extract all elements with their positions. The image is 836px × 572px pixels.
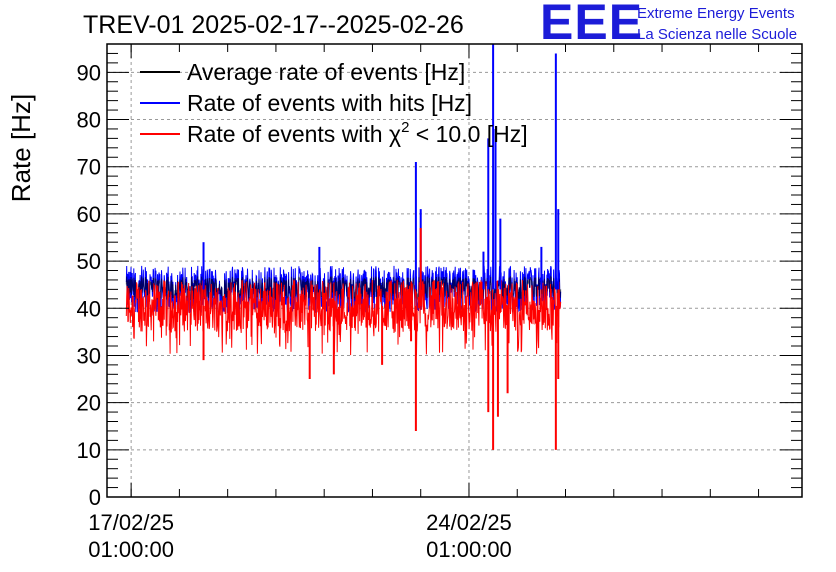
y-tick-label: 30 xyxy=(77,343,101,368)
y-tick-label: 50 xyxy=(77,249,101,274)
y-tick-label: 0 xyxy=(89,485,101,510)
x-tick-time: 01:00:00 xyxy=(426,537,512,562)
x-tick-date: 17/02/25 xyxy=(88,510,174,535)
y-tick-label: 60 xyxy=(77,202,101,227)
y-tick-label: 10 xyxy=(77,438,101,463)
legend-chi2-pre: Rate of events with χ xyxy=(187,121,401,147)
x-tick-date: 24/02/25 xyxy=(426,510,512,535)
legend-chi2-sup: 2 xyxy=(401,119,409,136)
y-tick-label: 70 xyxy=(77,155,101,180)
y-axis-ticks: 0 10 20 30 40 50 60 70 80 90 xyxy=(77,43,802,510)
chart-title: TREV-01 2025-02-17--2025-02-26 xyxy=(83,11,464,39)
legend: Average rate of events [Hz] Rate of even… xyxy=(140,59,528,147)
y-tick-label: 90 xyxy=(77,60,101,85)
x-tick-time: 01:00:00 xyxy=(88,537,174,562)
logo: EEE Extreme Energy Events La Scienza nel… xyxy=(540,0,797,50)
legend-chi2-post: < 10.0 [Hz] xyxy=(409,121,527,147)
data-series xyxy=(125,44,562,450)
series-line-chi2 xyxy=(125,279,562,356)
legend-label-hits: Rate of events with hits [Hz] xyxy=(187,90,472,116)
y-tick-label: 80 xyxy=(77,108,101,133)
y-tick-label: 20 xyxy=(77,391,101,416)
y-tick-label: 40 xyxy=(77,296,101,321)
legend-label-chi2: Rate of events with χ2 < 10.0 [Hz] xyxy=(187,119,528,147)
legend-label-average: Average rate of events [Hz] xyxy=(187,59,465,85)
logo-line2: La Scienza nelle Scuole xyxy=(637,26,797,43)
logo-line1: Extreme Energy Events xyxy=(637,5,795,22)
y-axis-label: Rate [Hz] xyxy=(6,94,36,202)
logo-mark: EEE xyxy=(540,0,643,50)
